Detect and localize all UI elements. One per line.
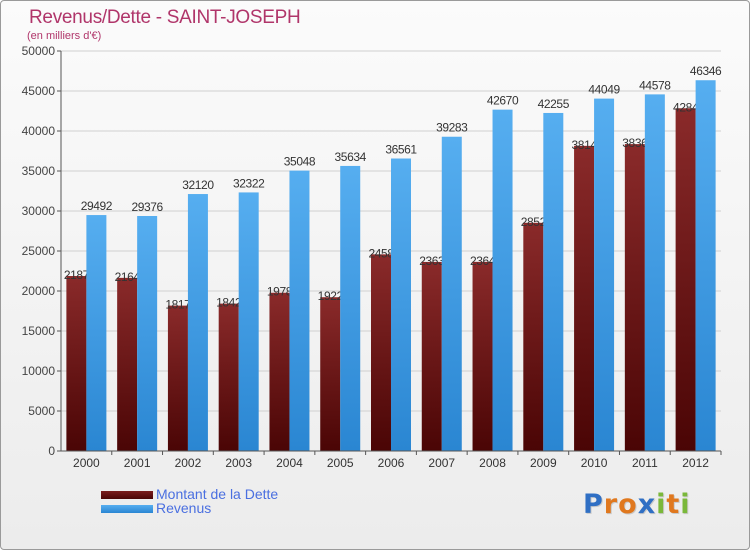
x-tick-label: 2009 <box>530 456 557 470</box>
bar-label-revenus: 42255 <box>538 97 570 111</box>
bar-revenus <box>543 112 564 452</box>
bar-revenus <box>644 94 665 451</box>
bar-dette <box>320 297 341 451</box>
bar-dette <box>117 277 138 451</box>
y-tick-label: 0 <box>48 444 55 458</box>
x-tick-label: 2002 <box>175 456 202 470</box>
legend-swatch-dette <box>101 491 153 499</box>
bar-dette <box>523 222 544 451</box>
bar-dette <box>66 276 87 451</box>
chart-title: Revenus/Dette - SAINT-JOSEPH <box>29 7 301 28</box>
bar-dette <box>624 144 645 451</box>
bar-dette <box>371 254 391 451</box>
y-tick-label: 5000 <box>28 404 55 418</box>
bar-label-revenus: 32322 <box>233 176 265 190</box>
bar-label-revenus: 44578 <box>639 78 671 92</box>
legend-label-dette: Montant de la Dette <box>156 486 279 502</box>
bar-revenus <box>289 170 310 451</box>
y-tick-label: 30000 <box>22 204 56 218</box>
bar-label-revenus: 35634 <box>335 150 367 164</box>
axes-group: 0 5000 10000 15000 20000 25000 30000 35000 40000… <box>22 44 722 470</box>
bar-label-revenus: 44049 <box>588 83 620 97</box>
y-tick-label: 45000 <box>22 84 56 98</box>
logo-letter: t <box>666 489 681 520</box>
bar-label-dette: 2164 <box>115 270 141 284</box>
bar-revenus <box>492 109 513 451</box>
chart-subtitle: (en milliers d'€) <box>27 30 102 42</box>
bar-dette <box>421 261 442 451</box>
y-tick-label: 25000 <box>22 244 56 258</box>
bar-label-dette: 1817 <box>165 298 191 312</box>
bar-revenus <box>594 98 615 451</box>
bar-label-dette: 2187 <box>64 268 90 282</box>
legend-swatch-revenus <box>101 505 153 513</box>
bar-revenus <box>695 80 716 452</box>
x-tick-label: 2008 <box>479 456 506 470</box>
logo-letter: o <box>618 489 638 520</box>
bar-label-dette: 2364 <box>470 254 496 268</box>
bar-dette <box>269 292 290 451</box>
y-tick-label: 35000 <box>22 164 56 178</box>
bar-revenus <box>441 136 462 451</box>
bar-dette <box>675 108 696 452</box>
bar-dette <box>574 145 595 451</box>
bar-label-revenus: 42670 <box>487 94 519 108</box>
bar-revenus <box>86 215 107 451</box>
logo-letter: i <box>680 489 691 520</box>
logo-letter: x <box>637 489 657 520</box>
bar-label-dette: 1922 <box>318 289 344 303</box>
bar-revenus <box>187 194 208 452</box>
bar-label-dette: 1842 <box>216 296 242 310</box>
x-tick-label: 2007 <box>428 456 455 470</box>
bar-label-dette: 1978 <box>267 285 293 299</box>
bar-revenus <box>391 158 411 451</box>
y-tick-label: 15000 <box>22 324 56 338</box>
x-tick-label: 2004 <box>276 456 303 470</box>
legend-label-revenus: Revenus <box>156 500 212 516</box>
logo-letter: r <box>603 489 619 520</box>
y-tick-label: 10000 <box>22 364 56 378</box>
bar-label-revenus: 32120 <box>182 178 214 192</box>
x-tick-label: 2005 <box>327 456 354 470</box>
bar-label-dette: 3814 <box>572 138 598 152</box>
bar-revenus <box>137 215 158 451</box>
x-tick-label: 2010 <box>581 456 608 470</box>
bar-dette <box>167 305 188 451</box>
y-tick-label: 50000 <box>22 44 56 58</box>
bar-label-revenus: 36561 <box>385 143 417 157</box>
bar-label-dette: 2852 <box>521 215 547 229</box>
bar-label-revenus: 39283 <box>436 121 468 135</box>
bar-label-revenus: 35048 <box>284 155 316 169</box>
y-tick-label: 20000 <box>22 284 56 298</box>
logo-letter: i <box>656 489 667 520</box>
bar-label-dette: 2363 <box>419 254 445 268</box>
bar-revenus <box>340 165 361 452</box>
logo-letter: P <box>583 489 604 520</box>
bar-label-dette: 4284 <box>673 100 699 114</box>
bar-label-revenus: 29376 <box>131 200 163 214</box>
bar-label-revenus: 46346 <box>690 64 722 78</box>
x-tick-label: 2011 <box>632 456 658 470</box>
bar-label-revenus: 29492 <box>81 199 113 213</box>
proxiti-logo: Proxiti <box>583 489 691 520</box>
bar-label-dette: 2458 <box>368 246 394 260</box>
y-tick-label: 40000 <box>22 124 56 138</box>
x-tick-label: 2003 <box>225 456 252 470</box>
bars-group: 2187 29492 2164 29376 1817 32120 1842 32322 1978… <box>64 64 722 452</box>
bar-dette <box>218 303 239 451</box>
bar-dette <box>472 261 493 451</box>
x-tick-label: 2001 <box>124 456 151 470</box>
x-tick-label: 2006 <box>378 456 405 470</box>
bar-label-dette: 3836 <box>622 136 648 150</box>
bar-revenus <box>238 192 259 451</box>
x-tick-label: 2012 <box>682 456 709 470</box>
x-tick-label: 2000 <box>73 456 100 470</box>
